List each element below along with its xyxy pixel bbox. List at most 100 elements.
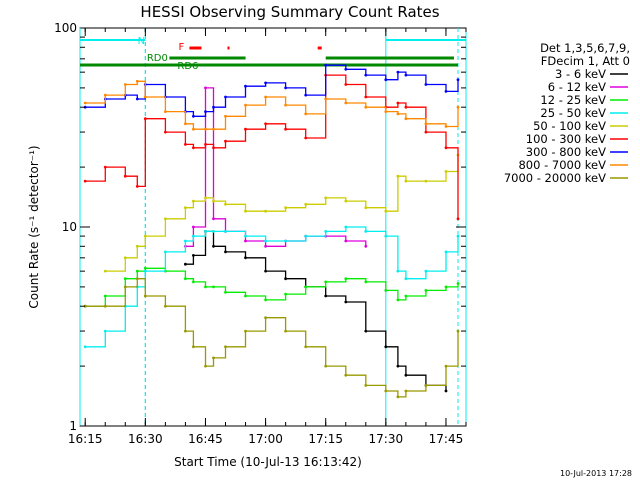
data-point [244,239,247,243]
data-point [424,289,428,292]
x-tick-label: 17:15 [308,432,343,446]
legend-entry-label: 6 - 12 keV [548,80,606,94]
data-point [192,199,195,203]
data-point [284,86,287,90]
data-point [103,269,107,273]
data-point [456,78,460,82]
data-point [444,285,448,289]
series-line-7 [85,80,459,130]
data-point [396,269,400,273]
data-point [224,139,227,143]
data-point [212,285,215,289]
data-point [444,250,448,254]
legend-header-line: FDecim 1, Att 0 [541,54,630,68]
data-point [83,179,87,183]
data-point [244,127,247,131]
data-point [224,290,227,294]
data-point [304,345,308,349]
data-point [284,329,287,333]
data-point [212,146,215,150]
data-point [204,127,207,131]
data-point [444,389,448,393]
data-point [192,254,195,257]
data-point [304,202,308,206]
data-point [404,105,408,109]
data-point [396,364,400,368]
data-point [264,122,267,126]
data-point [284,239,287,243]
series-line-5 [85,74,459,219]
data-point [264,81,267,85]
data-point [212,217,215,221]
data-point [164,130,167,134]
data-point [324,196,328,200]
data-point [396,395,400,399]
data-point [264,269,267,273]
data-point [103,294,107,298]
data-point [424,130,428,134]
data-point [212,230,215,233]
data-point [103,304,107,308]
legend-entry-label: 3 - 6 keV [555,67,606,81]
data-point [224,345,227,349]
y-tick-label: 1 [69,419,77,433]
data-point [444,170,448,173]
data-point [184,143,187,146]
legend-entry-label: 7000 - 20000 keV [504,171,606,185]
data-point [404,389,408,393]
data-point [204,285,207,289]
data-point [83,345,87,349]
data-point [284,277,287,281]
x-tick-label: 16:30 [128,432,163,446]
data-point [83,304,87,308]
data-point [404,117,408,121]
data-point [404,73,408,77]
data-point [164,217,167,221]
data-point [184,262,187,266]
data-point [396,298,400,302]
data-point [404,277,408,281]
data-point [83,105,87,109]
data-point [324,364,328,368]
data-point [264,239,267,243]
night-label: N [138,36,145,47]
data-point [364,230,368,233]
data-point [444,146,448,150]
y-tick-label: 10 [62,220,77,234]
x-tick-label: 16:15 [68,432,103,446]
data-point [384,110,388,113]
legend-header-line: Det 1,3,5,6,7,9, [540,41,630,55]
data-point [344,239,348,243]
legend-entry-label: 100 - 300 keV [526,132,606,146]
data-point [264,298,267,302]
data-point [244,209,247,213]
data-point [364,105,368,109]
data-point [184,206,187,210]
data-point [304,285,308,289]
data-point [384,289,388,292]
plot-frame [79,27,467,427]
data-point [444,125,448,128]
data-point [344,67,348,71]
data-point [204,364,207,368]
data-point [184,122,187,126]
data-point [456,105,460,109]
data-point [244,329,247,333]
data-point [184,277,187,281]
data-point [135,269,139,273]
series-line-8 [85,278,459,398]
data-point [135,97,139,101]
data-point [384,209,388,213]
data-point [304,93,308,97]
series-line-3 [85,226,459,348]
data-point [264,209,267,213]
annotation-layer: N F RD0 RD6 [79,28,467,426]
data-point [304,234,308,238]
data-point [324,294,328,298]
data-point [404,373,408,377]
data-point [264,95,267,99]
data-point [103,329,107,333]
series-layer [83,63,460,399]
data-point [192,146,195,150]
